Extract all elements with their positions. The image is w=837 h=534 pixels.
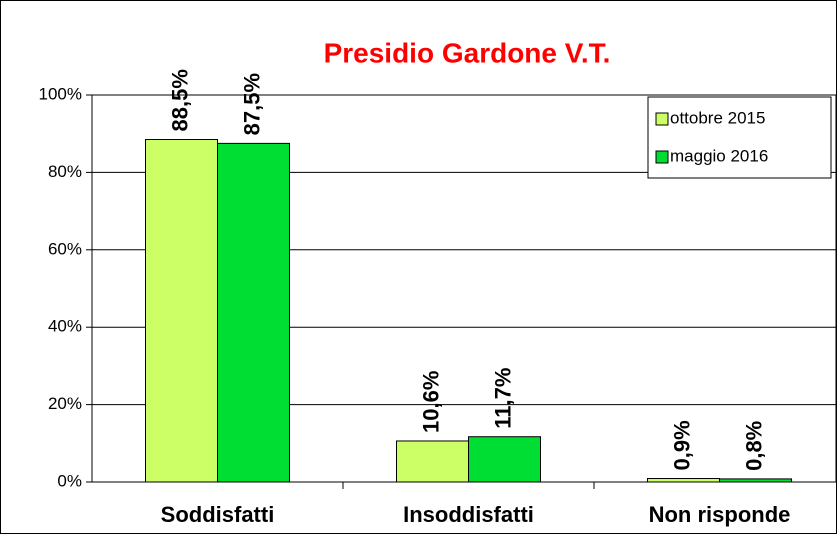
legend-box xyxy=(647,96,832,179)
y-tick-label: 80% xyxy=(48,162,82,181)
y-tick-label: 20% xyxy=(48,394,82,413)
legend-label: ottobre 2015 xyxy=(670,108,765,127)
y-tick-label: 0% xyxy=(57,471,82,490)
bar xyxy=(719,478,792,483)
data-label: 87,5% xyxy=(239,73,264,135)
y-tick-label: 40% xyxy=(48,317,82,336)
bar xyxy=(145,139,218,483)
bar xyxy=(396,440,469,483)
legend-swatch xyxy=(655,112,669,126)
bar xyxy=(217,142,290,483)
y-tick-label: 60% xyxy=(48,239,82,258)
chart-title: Presidio Gardone V.T. xyxy=(324,37,611,68)
legend-swatch xyxy=(655,150,669,164)
x-tick-label: Non risponde xyxy=(649,502,791,527)
data-label: 0,8% xyxy=(741,421,766,471)
data-label: 88,5% xyxy=(167,69,192,131)
data-label: 11,7% xyxy=(490,368,515,429)
bar xyxy=(647,478,720,483)
data-label: 0,9% xyxy=(669,420,694,470)
y-tick-label: 100% xyxy=(39,84,82,103)
bar xyxy=(468,436,541,483)
x-tick-label: Soddisfatti xyxy=(161,502,275,527)
x-tick-label: Insoddisfatti xyxy=(403,502,534,527)
data-label: 10,6% xyxy=(418,371,443,433)
legend-label: maggio 2016 xyxy=(670,146,768,165)
